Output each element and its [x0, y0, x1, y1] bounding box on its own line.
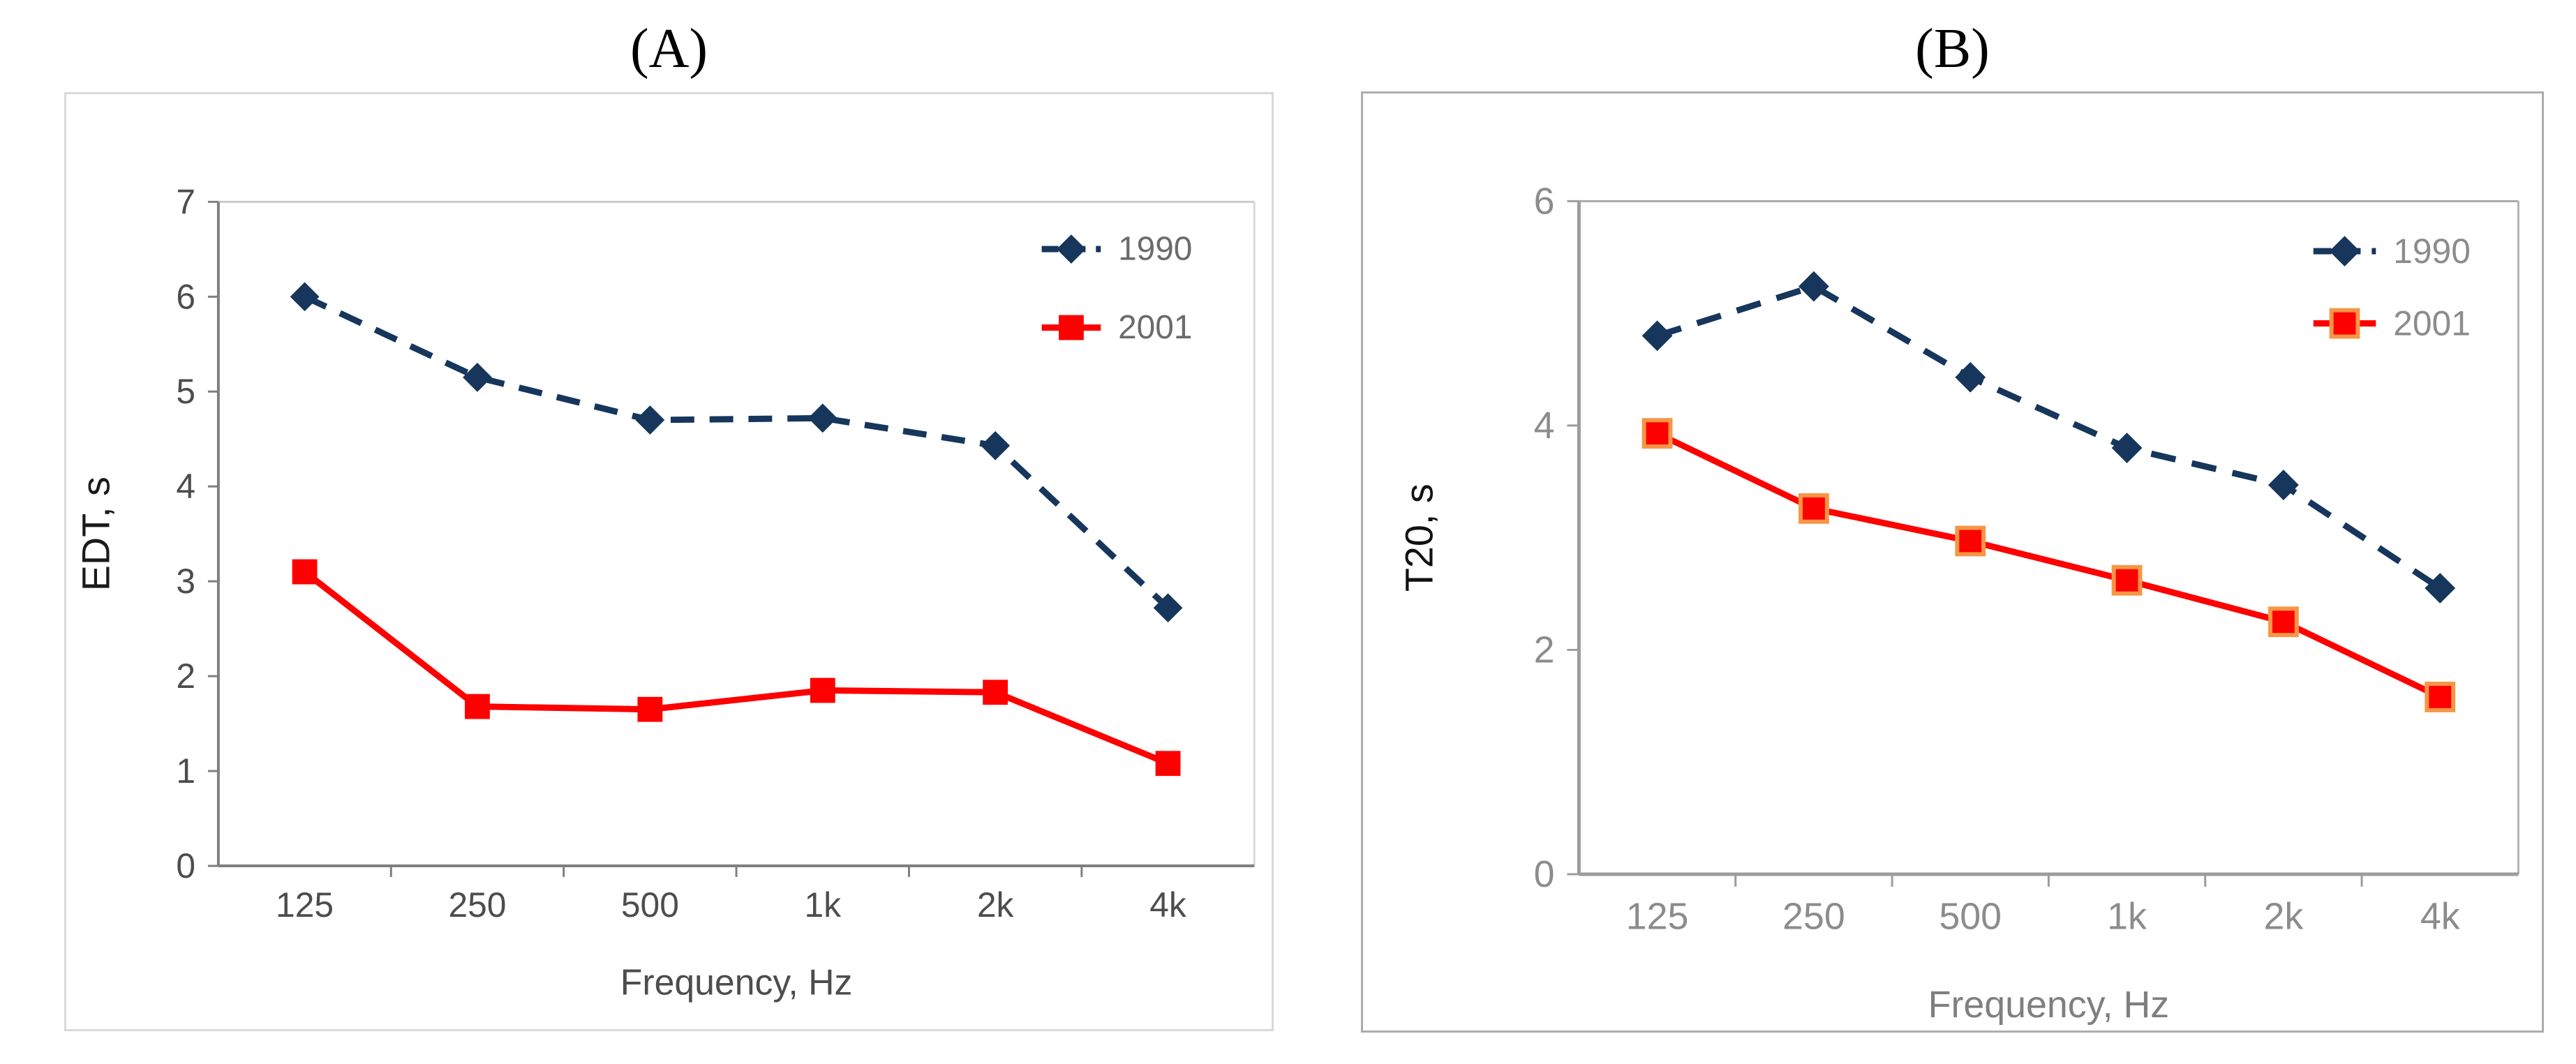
data-point-2001-1k [810, 677, 835, 703]
x-tick-label: 4k [1149, 885, 1186, 924]
y-tick-label: 6 [176, 277, 195, 316]
y-tick-label: 2 [176, 657, 195, 696]
legend-marker-2001 [2329, 308, 2360, 339]
data-point-2001-4k [1155, 751, 1181, 777]
x-axis-title: Frequency, Hz [1928, 984, 2170, 1026]
x-tick-label: 125 [1626, 896, 1689, 938]
y-axis-title: T20, s [1397, 484, 1440, 592]
data-point-2001-125 [292, 559, 318, 585]
data-point-2001-2k [983, 680, 1008, 705]
data-point-1990-1k [2111, 433, 2143, 463]
y-axis-title: EDT, s [75, 477, 118, 591]
data-point-2001-2k [2268, 606, 2299, 638]
x-axis-title: Frequency, Hz [620, 961, 853, 1002]
panel-b: 0 2 4 6 125 250 500 1k 2k 4k Frequency, Hz T20, s 19… [1361, 91, 2544, 1033]
x-tick-label: 250 [448, 885, 506, 924]
series-line-1990 [303, 294, 1170, 610]
x-tick-label: 2k [977, 885, 1014, 924]
data-point-2001-250 [465, 694, 490, 719]
legend-label-1990: 1990 [1118, 231, 1192, 268]
y-tick-label: 7 [176, 182, 195, 221]
legend-marker-2001 [1058, 315, 1084, 340]
data-point-1990-1k [807, 403, 837, 433]
x-tick-label: 1k [804, 885, 841, 924]
x-tick-label: 500 [621, 885, 679, 924]
data-point-1990-250 [1798, 271, 1829, 302]
y-tick-label: 0 [176, 846, 195, 885]
x-tick-label: 250 [1782, 896, 1845, 938]
data-point-1990-500 [1955, 361, 1986, 393]
series-line-2001 [302, 569, 1170, 767]
data-point-1990-500 [635, 405, 665, 435]
data-point-1990-125 [290, 282, 320, 312]
chart-a-canvas: 0 1 2 3 4 5 6 7 125 250 500 1k 2k 4k Frequency, Hz EDT,… [75, 182, 1256, 1002]
data-point-2001-125 [1641, 418, 1673, 449]
x-tick-label: 500 [1939, 896, 2002, 938]
panel-a: 0 1 2 3 4 5 6 7 125 250 500 1k 2k 4k Frequency, Hz EDT,… [64, 92, 1274, 1031]
legend-label-2001: 2001 [1118, 309, 1192, 346]
panel-b-title: (B) [1915, 18, 1990, 80]
chart-b-canvas: 0 2 4 6 125 250 500 1k 2k 4k Frequency, Hz T20, s 19… [1397, 180, 2519, 1026]
data-point-2001-500 [1955, 525, 1986, 557]
x-tick-label: 4k [2420, 896, 2460, 938]
series-line-2001 [1655, 430, 2442, 700]
y-tick-label: 4 [176, 467, 195, 506]
y-tick-label: 0 [1534, 853, 1555, 895]
legend-marker-1990 [2329, 236, 2360, 267]
panel-a-title: (A) [630, 18, 708, 80]
legend-label-2001: 2001 [2393, 304, 2471, 343]
data-point-1990-2k [2268, 470, 2299, 500]
data-point-2001-250 [1798, 493, 1829, 524]
y-tick-label: 3 [176, 562, 195, 601]
legend-marker-1990 [1057, 234, 1086, 264]
y-tick-label: 5 [176, 372, 195, 411]
data-point-1990-4k [2425, 573, 2456, 604]
data-point-1990-2k [981, 430, 1011, 460]
x-tick-label: 1k [2107, 896, 2147, 938]
data-point-2001-1k [2111, 564, 2143, 596]
data-point-2001-500 [637, 696, 663, 722]
legend-label-1990: 1990 [2393, 232, 2471, 271]
data-point-2001-4k [2425, 682, 2456, 712]
data-point-1990-250 [463, 362, 492, 392]
y-tick-label: 4 [1534, 405, 1555, 447]
x-tick-label: 2k [2263, 896, 2303, 938]
y-tick-label: 6 [1534, 180, 1555, 222]
data-point-1990-125 [1641, 320, 1673, 352]
y-tick-label: 1 [176, 751, 195, 790]
x-tick-label: 125 [276, 885, 334, 924]
series-line-1990 [1656, 283, 2442, 591]
y-tick-label: 2 [1534, 629, 1555, 670]
